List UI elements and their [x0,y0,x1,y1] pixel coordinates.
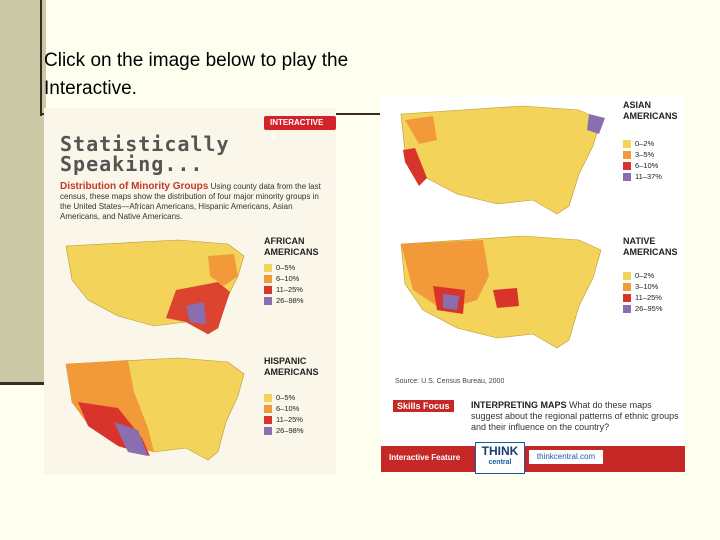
label-native-americans: NATIVE AMERICANS [623,236,678,257]
interactive-tag: INTERACTIVE ✕ [264,116,336,141]
label-asian-americans: ASIAN AMERICANS [623,100,678,121]
think-central-link[interactable]: thinkcentral.com [529,450,603,464]
map-asian-americans [400,105,605,215]
legend-asian-americans: 0–2% 3–5% 6–10% 11–37% [623,138,662,182]
legend-native-americans: 0–2% 3–10% 11–25% 26–95% [623,270,663,314]
legend-african-americans: 0–5% 6–10% 11–25% 26–98% [264,262,304,306]
decorative-rule [0,382,46,385]
interactive-feature-label: Interactive Feature [389,453,461,462]
map-hispanic-americans [65,357,245,461]
interactive-preview-left[interactable]: INTERACTIVE ✕ Statistically Speaking... … [44,108,336,474]
map-source: Source: U.S. Census Bureau, 2000 [395,378,505,385]
legend-hispanic-americans: 0–5% 6–10% 11–25% 26–98% [264,392,304,436]
slide-instruction-text: Click on the image below to play the Int… [44,50,349,99]
interactive-footer: Interactive Feature THINK central thinkce… [381,442,685,474]
skills-focus-question: What do these maps suggest about the reg… [471,400,679,432]
label-hispanic-americans: HISPANIC AMERICANS [264,356,319,377]
feature-heading: Distribution of Minority Groups [60,181,209,192]
decorative-sidebar-bar [0,0,46,384]
close-icon[interactable]: ✕ [270,132,277,141]
skills-focus-tag: Skills Focus [393,400,454,412]
map-african-americans [65,239,245,335]
feature-title: Statistically Speaking... [60,132,230,176]
decorative-rule [40,0,42,116]
skills-focus-heading: INTERPRETING MAPS [471,400,567,410]
interactive-preview-right[interactable]: ASIAN AMERICANS 0–2% 3–5% 6–10% 11–37% NA… [381,96,685,474]
map-native-americans [400,235,602,349]
label-african-americans: AFRICAN AMERICANS [264,236,319,257]
feature-body: Using county data from the last census, … [60,182,321,221]
think-central-logo: THINK central [475,442,525,474]
